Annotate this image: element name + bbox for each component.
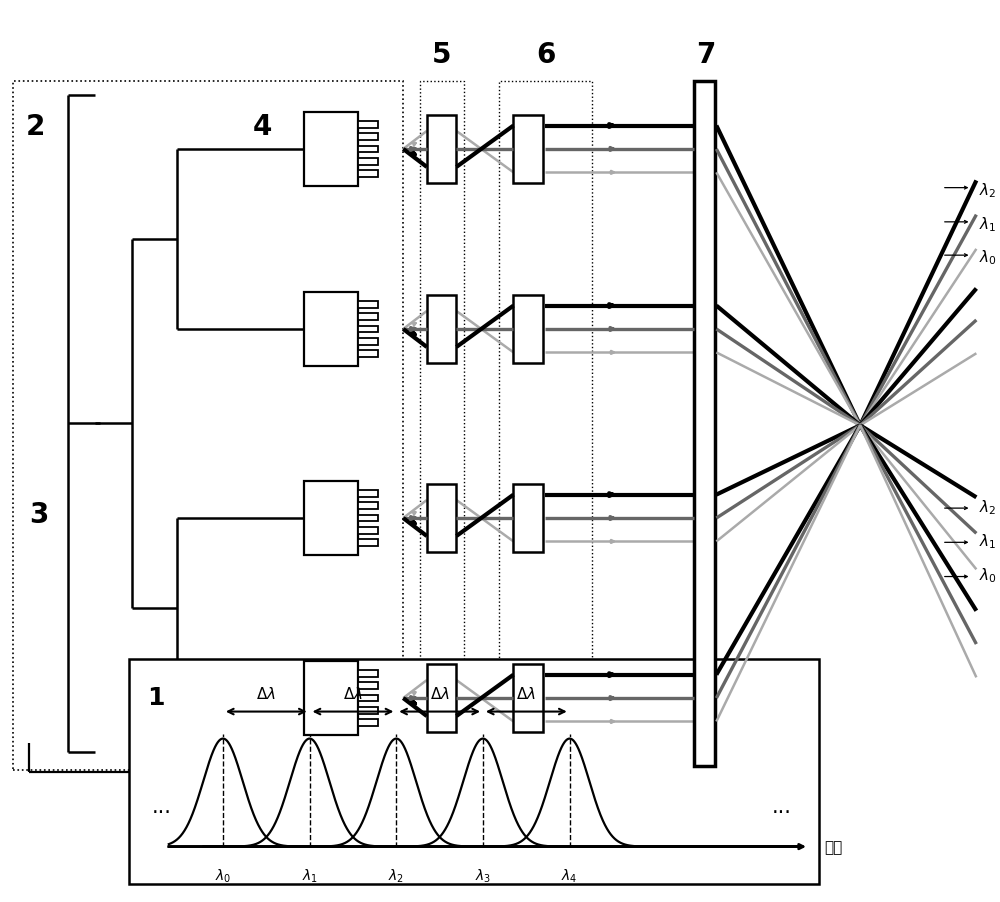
Bar bbox=[358, 327, 378, 333]
Text: $\lambda_0$: $\lambda_0$ bbox=[979, 566, 997, 584]
Bar bbox=[513, 665, 543, 732]
Bar bbox=[304, 113, 358, 187]
Bar bbox=[358, 515, 378, 522]
Text: $\lambda_3$: $\lambda_3$ bbox=[475, 867, 491, 884]
Text: 2: 2 bbox=[26, 114, 45, 142]
Bar bbox=[358, 491, 378, 497]
Bar bbox=[358, 159, 378, 165]
Text: $\lambda_1$: $\lambda_1$ bbox=[979, 531, 997, 550]
Text: $\Delta\lambda$: $\Delta\lambda$ bbox=[516, 685, 536, 701]
Bar bbox=[427, 296, 456, 364]
Bar bbox=[427, 665, 456, 732]
Bar bbox=[304, 293, 358, 366]
Bar bbox=[358, 338, 378, 345]
Bar bbox=[513, 296, 543, 364]
Text: $\lambda_1$: $\lambda_1$ bbox=[302, 867, 318, 884]
Bar bbox=[358, 707, 378, 714]
Text: $\lambda_2$: $\lambda_2$ bbox=[979, 181, 997, 199]
Bar bbox=[358, 122, 378, 129]
Text: $\Delta\lambda$: $\Delta\lambda$ bbox=[430, 685, 450, 701]
Bar bbox=[427, 116, 456, 183]
Bar bbox=[358, 301, 378, 308]
Bar bbox=[304, 482, 358, 556]
Bar bbox=[358, 314, 378, 321]
Bar bbox=[358, 351, 378, 357]
Text: $\lambda_0$: $\lambda_0$ bbox=[979, 248, 997, 267]
Bar bbox=[129, 659, 819, 885]
Text: 5: 5 bbox=[432, 41, 451, 69]
Bar bbox=[358, 146, 378, 153]
Text: $\Delta\lambda$: $\Delta\lambda$ bbox=[343, 685, 363, 701]
Bar bbox=[358, 683, 378, 689]
Text: 6: 6 bbox=[536, 41, 556, 69]
Text: ...: ... bbox=[152, 796, 172, 816]
Text: 7: 7 bbox=[696, 41, 715, 69]
Bar bbox=[358, 720, 378, 726]
Text: 波长: 波长 bbox=[825, 839, 843, 854]
Text: 4: 4 bbox=[253, 114, 272, 142]
Bar bbox=[358, 695, 378, 702]
Text: 3: 3 bbox=[29, 500, 48, 528]
Text: $\lambda_0$: $\lambda_0$ bbox=[215, 867, 231, 884]
Bar bbox=[358, 528, 378, 534]
Bar bbox=[358, 502, 378, 510]
Bar bbox=[358, 670, 378, 677]
Text: $\Delta\lambda$: $\Delta\lambda$ bbox=[256, 685, 276, 701]
Text: 1: 1 bbox=[147, 685, 165, 709]
Text: $\lambda_2$: $\lambda_2$ bbox=[388, 867, 404, 884]
Text: ...: ... bbox=[771, 796, 791, 816]
Bar bbox=[358, 134, 378, 141]
Text: $\lambda_1$: $\lambda_1$ bbox=[979, 215, 997, 234]
Bar bbox=[513, 116, 543, 183]
Bar bbox=[694, 82, 715, 766]
Text: $\lambda_2$: $\lambda_2$ bbox=[979, 497, 997, 516]
Bar bbox=[304, 661, 358, 735]
Bar bbox=[513, 484, 543, 552]
Bar bbox=[358, 171, 378, 178]
Bar bbox=[427, 484, 456, 552]
Bar bbox=[358, 539, 378, 547]
Text: $\lambda_4$: $\lambda_4$ bbox=[561, 867, 578, 884]
